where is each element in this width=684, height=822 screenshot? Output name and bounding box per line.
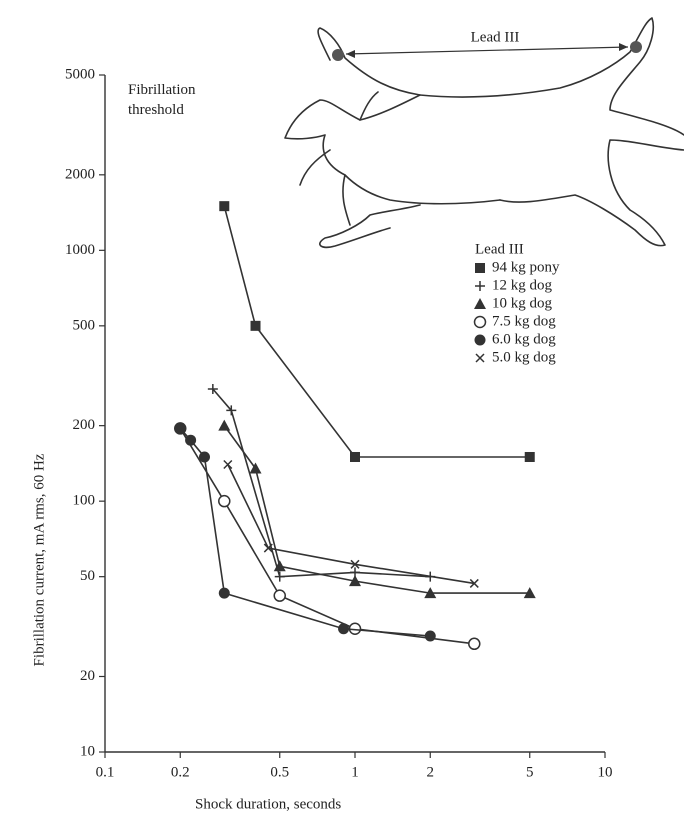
marker-triangle: [250, 462, 262, 473]
marker-open-circle: [475, 317, 486, 328]
marker-circle: [199, 451, 210, 462]
x-tick-label: 0.5: [270, 764, 289, 780]
y-tick-label: 20: [80, 668, 95, 684]
marker-plus: [275, 572, 285, 582]
marker-cross: [476, 354, 484, 362]
x-tick-label: 5: [526, 764, 534, 780]
marker-circle: [185, 435, 196, 446]
legend-label: 7.5 kg dog: [492, 313, 556, 329]
x-axis-label: Shock duration, seconds: [195, 796, 341, 812]
x-tick-label: 0.2: [171, 764, 190, 780]
y-tick-label: 1000: [65, 242, 95, 258]
y-tick-label: 50: [80, 568, 95, 584]
marker-open-circle: [469, 638, 480, 649]
marker-triangle: [474, 298, 486, 309]
marker-triangle: [218, 420, 230, 431]
marker-square: [525, 452, 535, 462]
marker-plus: [475, 281, 485, 291]
marker-circle: [338, 623, 349, 634]
x-tick-label: 10: [598, 764, 613, 780]
marker-circle: [175, 423, 186, 434]
marker-cross: [224, 461, 232, 469]
series-line: [180, 428, 430, 636]
legend-label: 94 kg pony: [492, 259, 560, 275]
series-line: [213, 389, 430, 577]
y-tick-label: 100: [73, 493, 96, 509]
chart: Lead III Lead III Shock duration, second…: [0, 0, 684, 822]
marker-square: [219, 201, 229, 211]
marker-open-circle: [274, 590, 285, 601]
marker-circle: [425, 631, 436, 642]
y-tick-label: 5000: [65, 66, 95, 82]
x-tick-label: 2: [427, 764, 435, 780]
legend-title: Lead III: [475, 241, 524, 257]
y-tick-label: 2000: [65, 166, 95, 182]
diagram-label: Lead III: [471, 29, 520, 45]
dog-illustration: [285, 18, 684, 247]
legend-label: 6.0 kg dog: [492, 331, 556, 347]
page: {"chart_data": { "type": "line", "annota…: [0, 0, 684, 822]
y-axis-label: Fibrillation current, mA rms, 60 Hz: [31, 453, 47, 666]
x-tick-label: 1: [351, 764, 359, 780]
marker-circle: [475, 335, 486, 346]
legend-label: 10 kg dog: [492, 295, 553, 311]
marker-open-circle: [219, 496, 230, 507]
marker-circle: [219, 588, 230, 599]
x-tick-label: 0.1: [96, 764, 115, 780]
marker-square: [475, 263, 485, 273]
legend-label: 5.0 kg dog: [492, 349, 556, 365]
marker-square: [251, 321, 261, 331]
annotation: Fibrillation threshold: [128, 80, 238, 120]
marker-square: [350, 452, 360, 462]
legend-label: 12 kg dog: [492, 277, 553, 293]
y-tick-label: 200: [73, 417, 96, 433]
y-tick-label: 500: [73, 317, 96, 333]
y-tick-label: 10: [80, 743, 95, 759]
